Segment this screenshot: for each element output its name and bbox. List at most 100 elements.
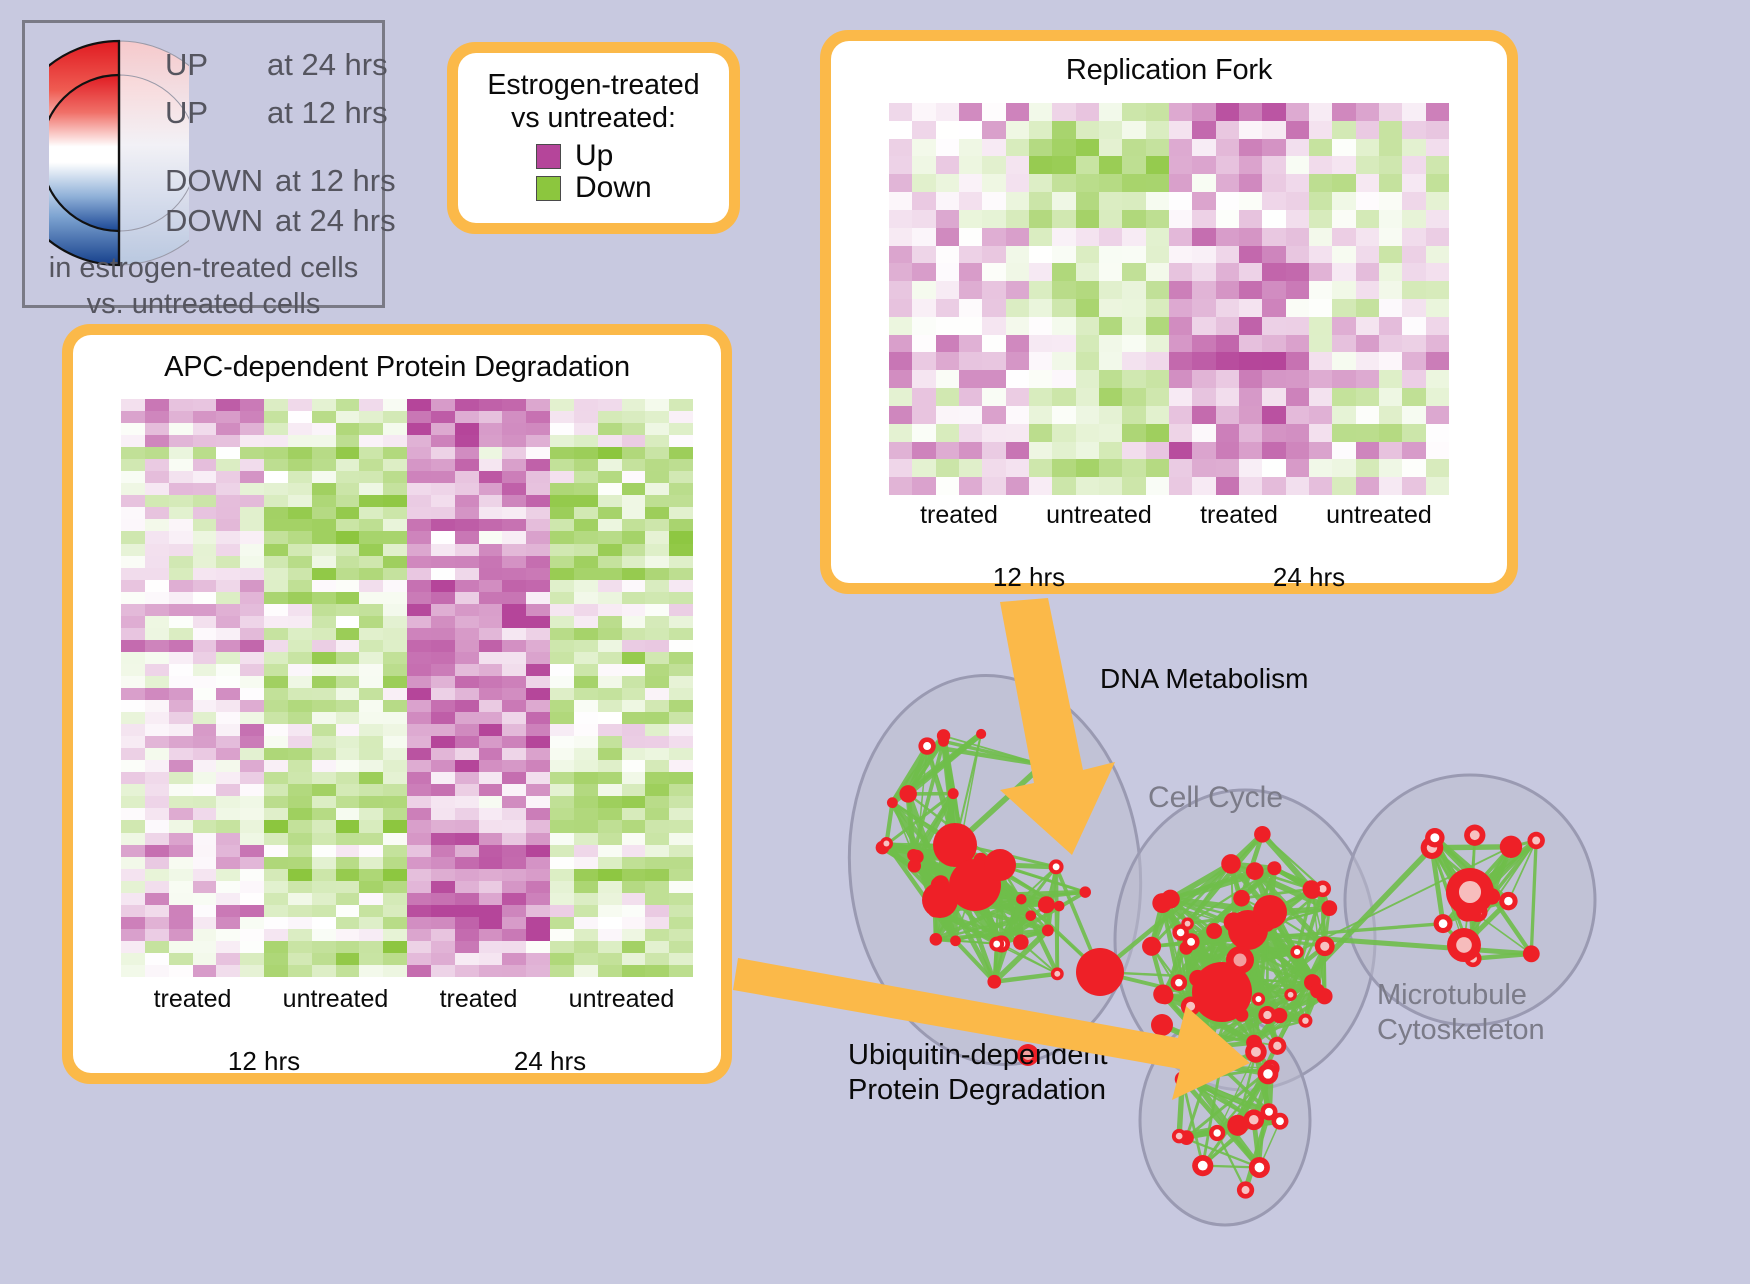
heatmap-cell <box>431 652 455 664</box>
network-node[interactable] <box>1076 948 1124 996</box>
heatmap-cell <box>1169 388 1192 406</box>
heatmap-cell <box>936 317 959 335</box>
heatmap-cell <box>383 592 407 604</box>
heatmap-cell <box>526 604 550 616</box>
heatmap-cell <box>959 281 982 299</box>
network-node[interactable] <box>1321 900 1337 916</box>
heatmap-cell <box>1006 263 1029 281</box>
network-node[interactable] <box>1233 890 1250 907</box>
heatmap-cell <box>121 483 145 495</box>
heatmap-cell <box>912 370 935 388</box>
heatmap-cell <box>479 857 503 869</box>
heatmap-cell <box>1309 121 1332 139</box>
heatmap-cell <box>574 531 598 543</box>
heatmap-cell <box>336 495 360 507</box>
network-node[interactable] <box>937 729 950 742</box>
network-node[interactable] <box>1079 886 1090 897</box>
network-node[interactable] <box>887 797 898 808</box>
heatmap-cell <box>598 592 622 604</box>
network-node[interactable] <box>1303 880 1320 897</box>
heatmap-cell <box>312 447 336 459</box>
heatmap-cell <box>550 869 574 881</box>
heatmap-cell <box>622 953 646 965</box>
heatmap-cell <box>1146 406 1169 424</box>
network-node[interactable] <box>976 729 986 739</box>
network-node[interactable] <box>984 849 1016 881</box>
network-node[interactable] <box>1246 862 1264 880</box>
heatmap-cell <box>240 893 264 905</box>
network-node[interactable] <box>948 788 959 799</box>
heatmap-cell <box>669 640 693 652</box>
heatmap-cell <box>598 905 622 917</box>
heatmap-cell <box>936 299 959 317</box>
network-node[interactable] <box>907 849 919 861</box>
heatmap-cell <box>383 495 407 507</box>
heatmap-cell <box>288 929 312 941</box>
heatmap-cell <box>431 953 455 965</box>
network-node[interactable] <box>1142 937 1161 956</box>
network-node[interactable] <box>987 975 1001 989</box>
heatmap-cell <box>431 857 455 869</box>
heatmap-cell <box>1029 299 1052 317</box>
heatmap-cell <box>1426 388 1449 406</box>
heatmap-cell <box>359 628 383 640</box>
network-node[interactable] <box>930 933 943 946</box>
heatmap-cell <box>240 796 264 808</box>
network-node[interactable] <box>1013 934 1029 950</box>
network-node[interactable] <box>1254 826 1271 843</box>
network-node[interactable] <box>1151 1014 1173 1036</box>
network-node[interactable] <box>1054 901 1065 912</box>
network-node[interactable] <box>950 935 961 946</box>
heatmap-cell <box>359 881 383 893</box>
heatmap-cell <box>959 156 982 174</box>
network-node[interactable] <box>1310 984 1325 999</box>
network-node[interactable] <box>899 785 917 803</box>
heatmap-cell <box>1076 406 1099 424</box>
network-node[interactable] <box>1161 890 1180 909</box>
network-node[interactable] <box>1157 987 1174 1004</box>
heatmap-cell <box>264 652 288 664</box>
heatmap-cell <box>1076 281 1099 299</box>
heatmap-cell <box>479 604 503 616</box>
network-node[interactable] <box>922 882 958 918</box>
network-node[interactable] <box>1034 756 1052 774</box>
heatmap-cell <box>216 881 240 893</box>
network-node[interactable] <box>1025 910 1036 921</box>
network-node[interactable] <box>1221 854 1241 874</box>
heatmap-cell <box>526 857 550 869</box>
heatmap-cell <box>479 905 503 917</box>
heatmap-cell <box>889 317 912 335</box>
heatmap-cell <box>574 507 598 519</box>
heatmap-cell <box>669 652 693 664</box>
heatmap-cell <box>455 423 479 435</box>
network-node[interactable] <box>1038 896 1055 913</box>
heatmap-cell <box>1262 210 1285 228</box>
heatmap-cell <box>169 399 193 411</box>
heatmap-cell <box>550 760 574 772</box>
heatmap-cell <box>1216 121 1239 139</box>
network-node[interactable] <box>1500 836 1522 858</box>
network-node[interactable] <box>1523 945 1540 962</box>
heatmap-cell <box>669 820 693 832</box>
apc-degradation-title: APC-dependent Protein Degradation <box>73 335 721 384</box>
heatmap-cell <box>359 833 383 845</box>
network-node[interactable] <box>1206 1040 1220 1054</box>
heatmap-cell <box>1192 192 1215 210</box>
heatmap-cell <box>193 640 217 652</box>
heatmap-cell <box>216 808 240 820</box>
network-node[interactable] <box>1206 923 1222 939</box>
heatmap-cell <box>455 941 479 953</box>
network-node[interactable] <box>1042 924 1054 936</box>
heatmap-cell <box>1099 477 1122 495</box>
network-node[interactable] <box>1267 861 1281 875</box>
network-node[interactable] <box>1016 894 1026 904</box>
heatmap-cell <box>1006 352 1029 370</box>
heatmap-cell <box>622 399 646 411</box>
heatmap-cell <box>407 869 431 881</box>
heatmap-cell <box>455 435 479 447</box>
heatmap-cell <box>574 640 598 652</box>
heatmap-cell <box>431 929 455 941</box>
heatmap-cell <box>526 760 550 772</box>
network-node[interactable] <box>1253 895 1287 929</box>
heatmap-cell <box>479 580 503 592</box>
